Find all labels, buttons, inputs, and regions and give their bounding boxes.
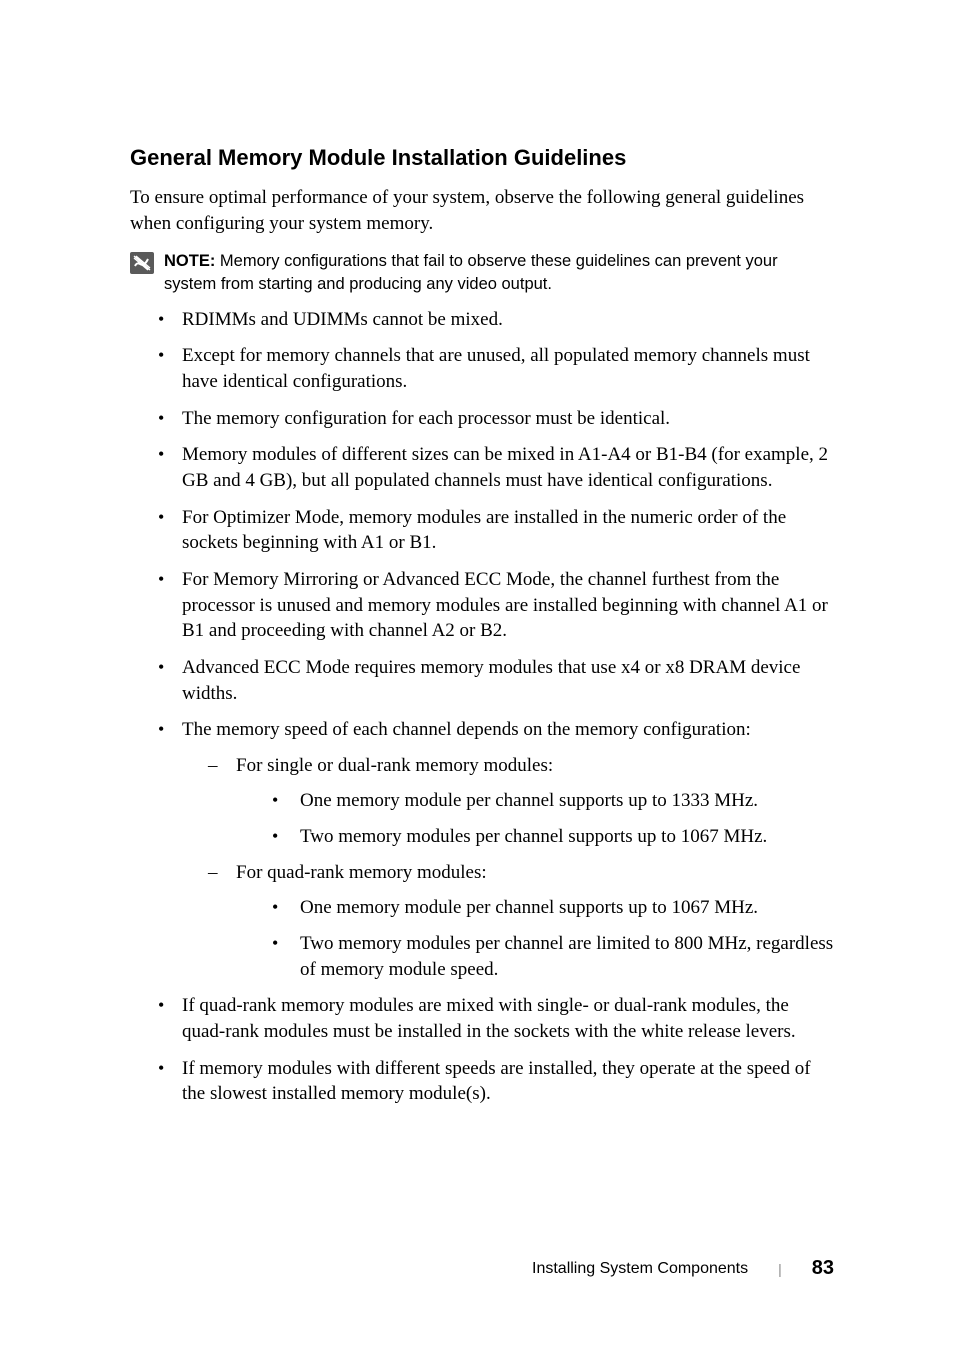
list-item: For single or dual-rank memory modules: … (208, 753, 834, 850)
note-label: NOTE: (164, 252, 215, 270)
list-item: RDIMMs and UDIMMs cannot be mixed. (158, 307, 834, 333)
sub-list: For single or dual-rank memory modules: … (182, 753, 834, 982)
list-item: Except for memory channels that are unus… (158, 343, 834, 394)
list-item: For quad-rank memory modules: One memory… (208, 860, 834, 983)
list-item-text: For quad-rank memory modules: (236, 862, 487, 883)
note-body: Memory configurations that fail to obser… (164, 252, 778, 292)
list-item: If memory modules with different speeds … (158, 1056, 834, 1107)
list-item: One memory module per channel supports u… (272, 788, 834, 814)
list-item: The memory configuration for each proces… (158, 406, 834, 432)
intro-paragraph: To ensure optimal performance of your sy… (130, 185, 834, 236)
sub-sub-list: One memory module per channel supports u… (236, 788, 834, 849)
list-item: The memory speed of each channel depends… (158, 717, 834, 982)
list-item: Two memory modules per channel supports … (272, 824, 834, 850)
guidelines-list: RDIMMs and UDIMMs cannot be mixed. Excep… (130, 307, 834, 1107)
page-footer: Installing System Components | 83 (532, 1257, 834, 1280)
list-item: For Optimizer Mode, memory modules are i… (158, 505, 834, 556)
list-item: One memory module per channel supports u… (272, 895, 834, 921)
list-item: Advanced ECC Mode requires memory module… (158, 655, 834, 706)
list-item: For Memory Mirroring or Advanced ECC Mod… (158, 567, 834, 644)
sub-sub-list: One memory module per channel supports u… (236, 895, 834, 982)
footer-separator: | (778, 1261, 782, 1277)
footer-page-number: 83 (812, 1257, 834, 1280)
section-heading: General Memory Module Installation Guide… (130, 145, 834, 171)
note-text: NOTE: Memory configurations that fail to… (164, 250, 834, 295)
footer-section-title: Installing System Components (532, 1260, 748, 1278)
list-item: Two memory modules per channel are limit… (272, 931, 834, 982)
note-icon (130, 252, 154, 274)
list-item-text: For single or dual-rank memory modules: (236, 755, 553, 776)
list-item: If quad-rank memory modules are mixed wi… (158, 993, 834, 1044)
list-item: Memory modules of different sizes can be… (158, 442, 834, 493)
note-block: NOTE: Memory configurations that fail to… (130, 250, 834, 295)
list-item-text: The memory speed of each channel depends… (182, 719, 751, 740)
